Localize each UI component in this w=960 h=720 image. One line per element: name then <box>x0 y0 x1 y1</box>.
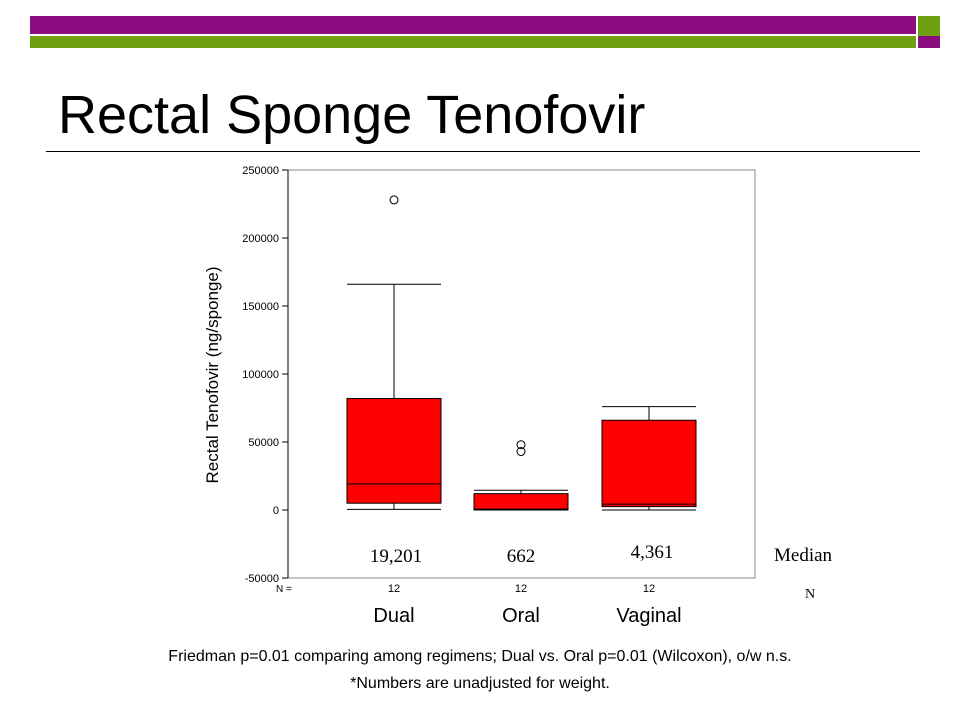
n-labels: 12 12 12 <box>388 583 655 595</box>
y-tick-label: 250000 <box>242 165 279 177</box>
y-axis: 250000 200000 150000 100000 50000 0 -50000 <box>242 165 289 585</box>
iqr-box <box>346 397 442 504</box>
category-labels: Dual Oral Vaginal <box>373 605 681 627</box>
median-legend-label: Median <box>774 545 833 566</box>
category-label: Dual <box>373 605 414 627</box>
y-tick-label: 200000 <box>242 233 279 245</box>
outlier-point <box>389 195 399 205</box>
corner-green-square <box>918 16 940 36</box>
iqr-box <box>473 493 569 511</box>
y-tick-label: 0 <box>273 505 279 517</box>
median-value-label: 19,201 <box>370 546 422 567</box>
y-axis-label: Rectal Tenofovir (ng/sponge) <box>203 266 222 483</box>
top-green-bar <box>30 36 916 48</box>
n-axis-label: N = <box>276 584 292 595</box>
box-vaginal <box>601 406 697 511</box>
footnote-weight: *Numbers are unadjusted for weight. <box>350 675 610 692</box>
plot-frame <box>287 169 756 579</box>
category-label: Oral <box>502 605 540 627</box>
median-value-label: 662 <box>507 546 536 567</box>
box-oral <box>473 440 569 511</box>
median-value-label: 4,361 <box>631 542 674 563</box>
iqr-box <box>601 419 697 508</box>
top-purple-bar <box>30 16 916 34</box>
median-labels: 19,201 662 4,361 <box>370 542 674 567</box>
y-tick-label: 100000 <box>242 369 279 381</box>
box-series <box>346 195 697 511</box>
category-label: Vaginal <box>616 605 681 627</box>
n-count-label: 12 <box>643 583 655 595</box>
title-divider <box>46 151 920 152</box>
outlier-point <box>516 447 526 457</box>
n-legend-label: N <box>805 587 815 602</box>
y-tick-label: -50000 <box>245 573 279 585</box>
n-count-label: 12 <box>515 583 527 595</box>
footnote-stats: Friedman p=0.01 comparing among regimens… <box>168 648 792 665</box>
outlier-point <box>516 440 526 450</box>
n-count-label: 12 <box>388 583 400 595</box>
y-tick-label: 50000 <box>248 437 279 449</box>
corner-purple-square <box>918 36 940 48</box>
slide-title: Rectal Sponge Tenofovir <box>58 85 646 145</box>
y-tick-label: 150000 <box>242 301 279 313</box>
box-dual <box>346 195 442 510</box>
